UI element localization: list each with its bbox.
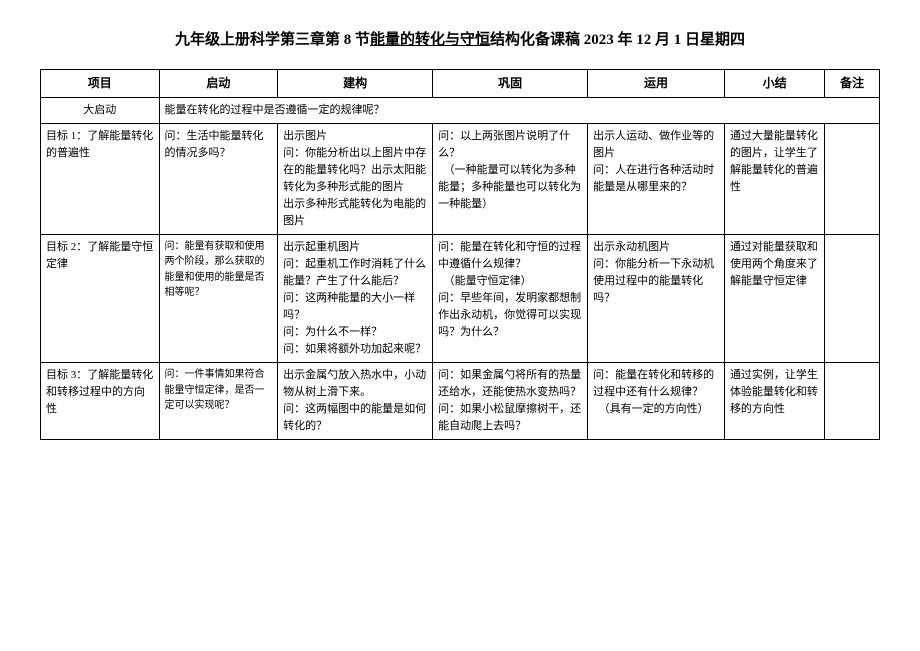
cell-beizhu: [825, 234, 880, 362]
cell-project: 目标 3：了解能量转化和转移过程中的方向性: [41, 363, 160, 440]
cell-beizhu: [825, 363, 880, 440]
header-beizhu: 备注: [825, 70, 880, 98]
table-row: 目标 3：了解能量转化和转移过程中的方向性问：一件事情如果符合能量守恒定律，是否…: [41, 363, 880, 440]
cell-qidong: 问：生活中能量转化的情况多吗？: [159, 123, 278, 234]
cell-gonggu: 问：以上两张图片说明了什么？ （一种能量可以转化为多种能量；多种能量也可以转化为…: [433, 123, 588, 234]
cell-gonggu: 问：能量在转化和守恒的过程中遵循什么规律？ （能量守恒定律）问：早些年间，发明家…: [433, 234, 588, 362]
cell-yunyong: 问：能量在转化和转移的过程中还有什么规律？ （具有一定的方向性）: [588, 363, 725, 440]
cell-qidong: 问：能量有获取和使用两个阶段，那么获取的能量和使用的能量是否相等呢？: [159, 234, 278, 362]
header-xiaojie: 小结: [724, 70, 824, 98]
page-title: 九年级上册科学第三章第 8 节能量的转化与守恒结构化备课稿 2023 年 12 …: [40, 30, 880, 51]
cell-project: 目标 2：了解能量守恒定律: [41, 234, 160, 362]
header-qidong: 启动: [159, 70, 278, 98]
table-row: 目标 1：了解能量转化的普遍性问：生活中能量转化的情况多吗？出示图片问：你能分析…: [41, 123, 880, 234]
header-gonggu: 巩固: [433, 70, 588, 98]
big-start-row: 大启动 能量在转化的过程中是否遵循一定的规律呢？: [41, 97, 880, 123]
lesson-table: 项目 启动 建构 巩固 运用 小结 备注 大启动 能量在转化的过程中是否遵循一定…: [40, 69, 880, 440]
cell-yunyong: 出示永动机图片问：你能分析一下永动机使用过程中的能量转化吗？: [588, 234, 725, 362]
big-start-text: 能量在转化的过程中是否遵循一定的规律呢？: [159, 97, 879, 123]
cell-xiaojie: 通过大量能量转化的图片，让学生了解能量转化的普遍性: [724, 123, 824, 234]
title-underline: 能量的转化与守恒: [370, 32, 490, 48]
cell-xiaojie: 通过对能量获取和使用两个角度来了解能量守恒定律: [724, 234, 824, 362]
cell-jiangou: 出示金属勺放入热水中，小动物从树上滑下来。问：这两幅图中的能量是如何转化的？: [278, 363, 433, 440]
big-start-label: 大启动: [41, 97, 160, 123]
header-row: 项目 启动 建构 巩固 运用 小结 备注: [41, 70, 880, 98]
cell-qidong: 问：一件事情如果符合能量守恒定律，是否一定可以实现呢？: [159, 363, 278, 440]
header-jiangou: 建构: [278, 70, 433, 98]
title-prefix: 九年级上册科学第三章第 8 节: [175, 32, 370, 48]
cell-yunyong: 出示人运动、做作业等的图片问：人在进行各种活动时能量是从哪里来的？: [588, 123, 725, 234]
cell-xiaojie: 通过实例，让学生体验能量转化和转移的方向性: [724, 363, 824, 440]
title-suffix: 结构化备课稿 2023 年 12 月 1 日星期四: [490, 32, 745, 48]
cell-project: 目标 1：了解能量转化的普遍性: [41, 123, 160, 234]
header-project: 项目: [41, 70, 160, 98]
cell-jiangou: 出示图片问：你能分析出以上图片中存在的能量转化吗？出示太阳能转化为多种形式能的图…: [278, 123, 433, 234]
cell-beizhu: [825, 123, 880, 234]
cell-gonggu: 问：如果金属勺将所有的热量还给水，还能使热水变热吗？问：如果小松鼠摩擦树干，还能…: [433, 363, 588, 440]
cell-jiangou: 出示起重机图片问：起重机工作时消耗了什么能量？产生了什么能后？问：这两种能量的大…: [278, 234, 433, 362]
header-yunyong: 运用: [588, 70, 725, 98]
table-row: 目标 2：了解能量守恒定律问：能量有获取和使用两个阶段，那么获取的能量和使用的能…: [41, 234, 880, 362]
